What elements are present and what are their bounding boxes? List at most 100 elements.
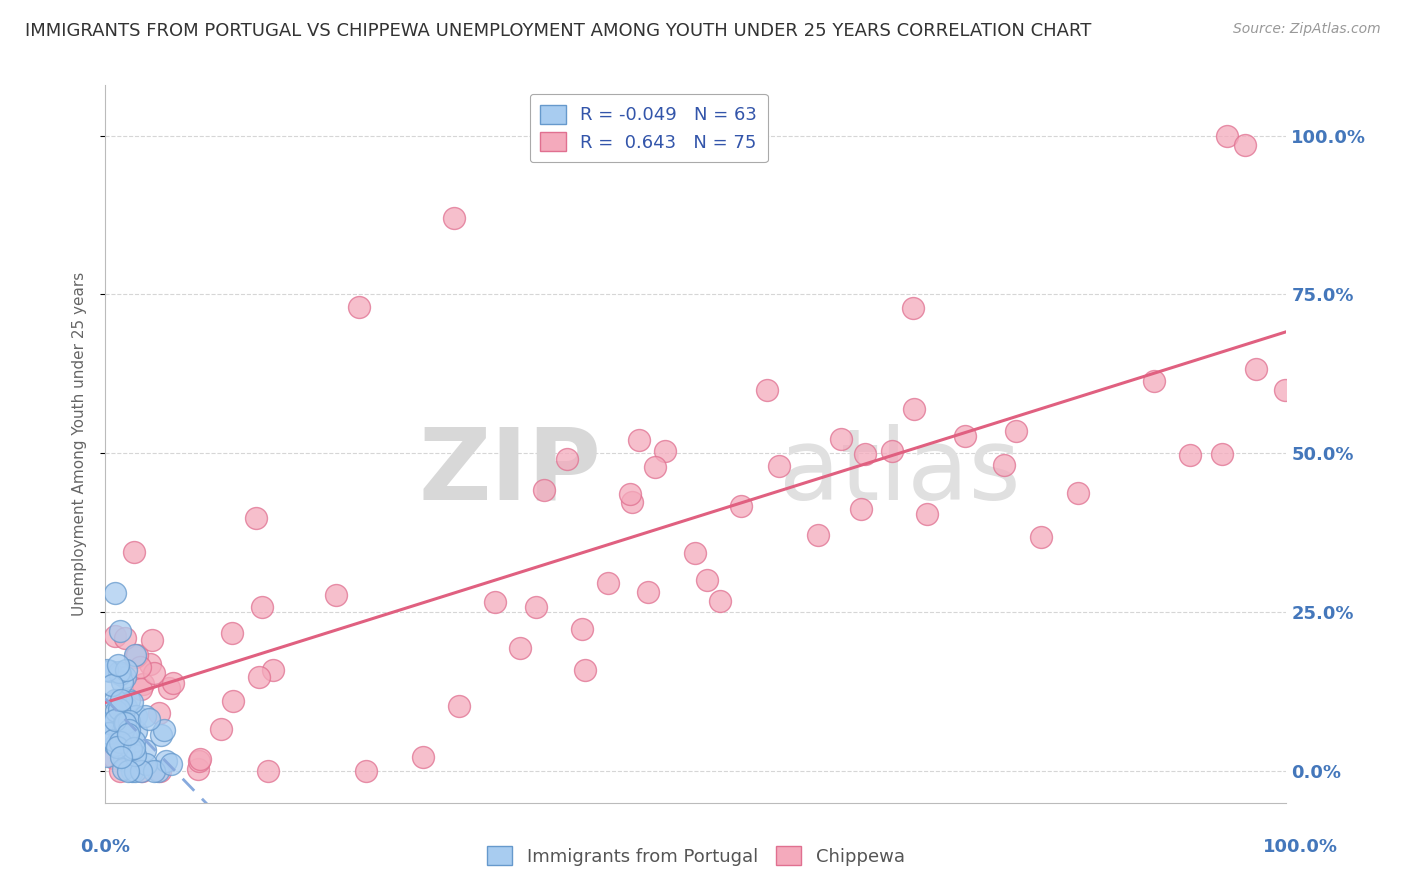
Point (121, 764, 143, 778)
Point (807, 528, 830, 542)
Point (221, 626, 243, 640)
Point (96, 715, 118, 730)
Point (108, 705, 131, 719)
Point (571, 622, 593, 636)
Point (354, 764, 377, 778)
Point (709, 593, 731, 607)
Point (111, 723, 134, 737)
Point (118, 714, 141, 728)
Point (696, 573, 718, 587)
Point (103, 751, 125, 765)
Point (148, 764, 170, 778)
Point (134, 742, 156, 756)
Point (135, 756, 157, 771)
Point (121, 695, 143, 709)
Point (1178, 448, 1201, 462)
Point (853, 447, 876, 461)
Point (155, 755, 177, 769)
Point (110, 749, 132, 764)
Point (114, 631, 136, 645)
Point (115, 730, 138, 744)
Point (555, 451, 578, 466)
Point (108, 666, 131, 681)
Point (108, 624, 131, 639)
Point (125, 724, 148, 739)
Point (112, 731, 135, 746)
Point (245, 511, 267, 525)
Point (221, 694, 243, 708)
Point (993, 458, 1015, 472)
Point (104, 586, 127, 600)
Text: ZIP: ZIP (419, 424, 602, 521)
Point (98, 664, 121, 678)
Point (619, 487, 641, 501)
Text: Source: ZipAtlas.com: Source: ZipAtlas.com (1233, 22, 1381, 37)
Point (349, 300, 371, 314)
Point (644, 459, 666, 474)
Point (533, 483, 555, 498)
Point (621, 495, 644, 509)
Point (98, 726, 121, 740)
Point (122, 740, 145, 755)
Point (730, 499, 752, 513)
Point (103, 693, 125, 707)
Point (148, 706, 170, 721)
Point (122, 734, 145, 748)
Point (685, 546, 707, 560)
Point (117, 764, 139, 778)
Point (101, 678, 124, 692)
Point (111, 675, 134, 690)
Point (153, 723, 176, 737)
Point (124, 747, 146, 762)
Text: IMMIGRANTS FROM PORTUGAL VS CHIPPEWA UNEMPLOYMENT AMONG YOUTH UNDER 25 YEARS COR: IMMIGRANTS FROM PORTUGAL VS CHIPPEWA UNE… (25, 22, 1091, 40)
Point (108, 764, 131, 778)
Point (903, 301, 925, 315)
Point (768, 458, 790, 473)
Point (108, 702, 131, 716)
Point (96, 749, 118, 764)
Point (1067, 486, 1090, 500)
Point (96, 663, 118, 677)
Point (596, 576, 619, 591)
Point (104, 738, 127, 752)
Text: 100.0%: 100.0% (1263, 838, 1339, 855)
Point (138, 712, 160, 726)
Point (524, 600, 547, 615)
Point (110, 735, 132, 749)
Point (104, 713, 127, 727)
Point (654, 443, 676, 458)
Point (903, 401, 925, 416)
Point (484, 594, 506, 608)
Point (103, 717, 125, 731)
Point (122, 545, 145, 559)
Point (162, 675, 184, 690)
Point (250, 599, 273, 614)
Point (637, 585, 659, 599)
Point (107, 725, 129, 739)
Point (1274, 383, 1296, 397)
Point (1234, 138, 1257, 153)
Point (138, 657, 160, 671)
Point (117, 723, 139, 738)
Point (105, 704, 128, 718)
Point (114, 699, 136, 714)
Point (160, 756, 183, 771)
Point (118, 693, 141, 707)
Point (187, 762, 209, 776)
Point (124, 764, 146, 778)
Point (915, 507, 938, 521)
Point (127, 648, 149, 662)
Point (107, 665, 129, 680)
Point (103, 732, 125, 747)
Point (117, 726, 139, 740)
Point (188, 754, 211, 768)
Point (128, 660, 150, 674)
Point (412, 750, 434, 764)
Point (188, 752, 211, 766)
Point (107, 693, 129, 707)
Point (149, 728, 172, 742)
Point (105, 740, 128, 755)
Point (124, 650, 146, 665)
Point (131, 764, 153, 778)
Y-axis label: Unemployment Among Youth under 25 years: Unemployment Among Youth under 25 years (72, 272, 87, 615)
